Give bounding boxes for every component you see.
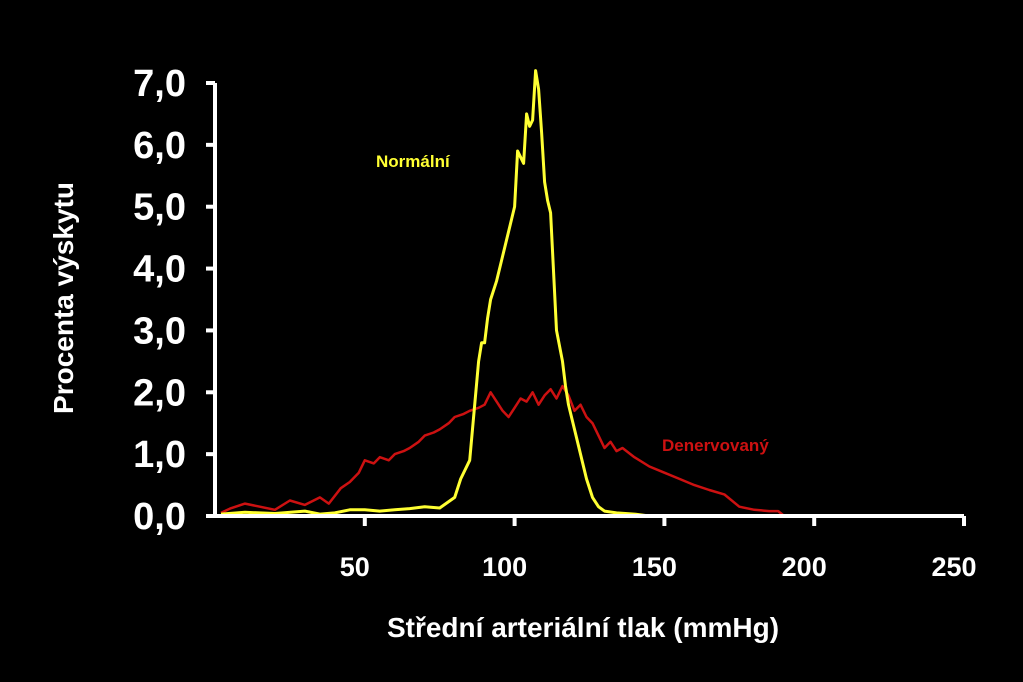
axes xyxy=(207,83,964,518)
series-lines xyxy=(220,69,785,518)
series-label-denervovany: Denervovaný xyxy=(662,436,769,455)
x-tick-label: 50 xyxy=(340,552,370,582)
y-tick-label: 6,0 xyxy=(133,125,186,167)
x-tick-label: 250 xyxy=(931,552,976,582)
x-axis-title: Střední arteriální tlak (mmHg) xyxy=(387,612,779,643)
x-tick-label: 200 xyxy=(782,552,827,582)
series-label-normalni: Normální xyxy=(376,152,451,171)
y-tick-label: 5,0 xyxy=(133,187,186,229)
x-tick-label: 150 xyxy=(632,552,677,582)
y-tick-label: 2,0 xyxy=(133,372,186,414)
y-axis-title: Procenta výskytu xyxy=(48,182,79,414)
y-tick-label: 4,0 xyxy=(133,249,186,291)
x-axis-ticks: 50 100 150 200 250 xyxy=(340,516,977,582)
x-tick-label: 100 xyxy=(482,552,527,582)
y-tick-label: 3,0 xyxy=(133,310,186,352)
y-tick-label: 0,0 xyxy=(133,496,186,538)
y-tick-label: 1,0 xyxy=(133,434,186,476)
y-tick-label: 7,0 xyxy=(133,63,186,105)
y-axis-ticks: 0,0 1,0 2,0 3,0 4,0 5,0 6,0 7,0 xyxy=(133,63,215,538)
series-line-normalni xyxy=(220,69,650,518)
series-line-denervovany xyxy=(220,384,785,517)
